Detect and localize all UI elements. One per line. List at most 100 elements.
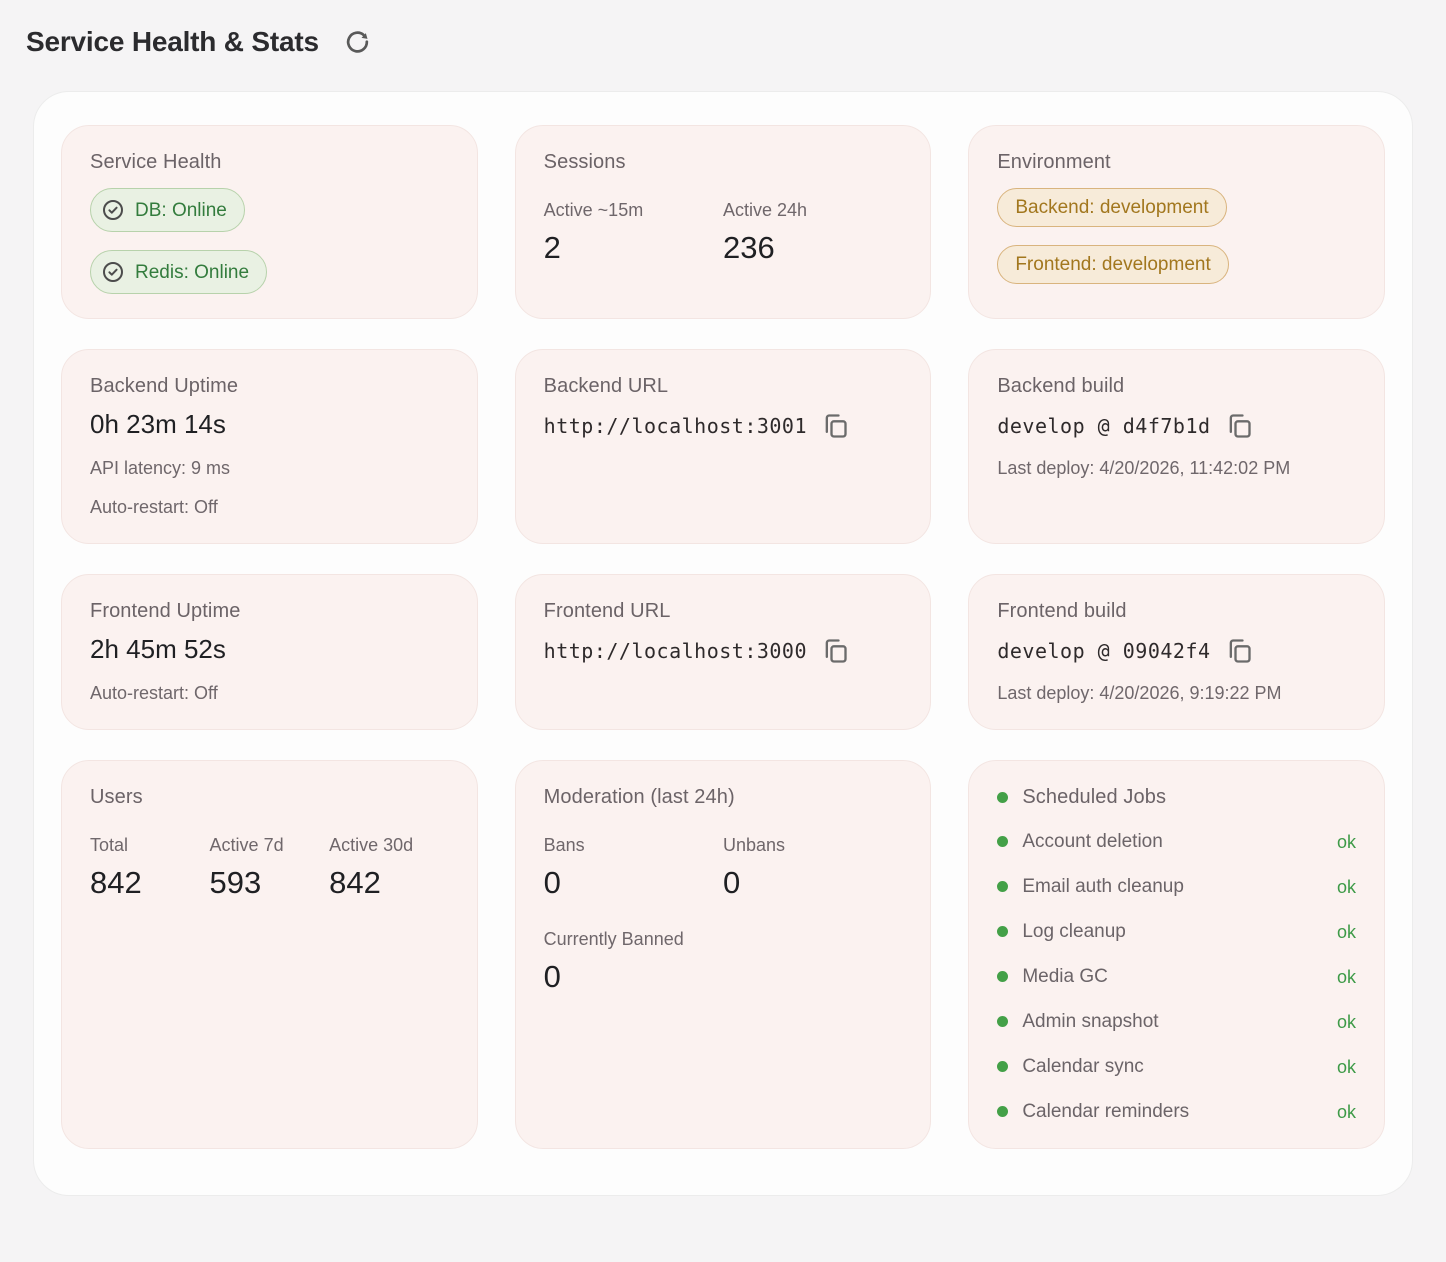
check-circle-icon [103,262,123,282]
copy-backend-url-button[interactable] [821,412,849,440]
job-row-account-deletion: Account deletion ok [997,830,1356,854]
job-label: Calendar reminders [1022,1100,1190,1122]
stats-panel: Service Health DB: Online [33,91,1413,1196]
scheduled-jobs-title: Scheduled Jobs [1022,785,1167,808]
frontend-uptime-value: 2h 45m 52s [90,634,226,665]
frontend-env-badge: Frontend: development [997,245,1229,284]
frontend-url-value: http://localhost:3000 [543,639,808,664]
stat-value: 2 [543,230,561,265]
stat-value: 236 [722,230,775,265]
moderation-bans-stat: Bans 0 [544,835,723,900]
sessions-active-24h-stat: Active 24h 236 [723,200,902,265]
backend-env-label: Backend: development [1015,197,1209,218]
users-active-30d-stat: Active 30d 842 [329,835,449,900]
service-health-title: Service Health [90,151,222,173]
sessions-stats: Active ~15m 2 Active 24h 236 [544,200,903,265]
backend-uptime-value: 0h 23m 14s [90,409,226,439]
job-status: ok [1336,921,1356,942]
job-status: ok [1336,1101,1356,1122]
cards-grid: Service Health DB: Online [61,125,1385,1149]
job-status: ok [1336,876,1356,897]
frontend-url-title: Frontend URL [543,600,671,623]
status-dot-icon [997,971,1009,983]
copy-icon [825,414,847,438]
status-dot-icon [997,1106,1009,1118]
stat-label: Unbans [722,834,786,855]
status-dot-icon [997,791,1009,803]
frontend-build-title: Frontend build [997,600,1127,623]
job-row-log-cleanup: Log cleanup ok [997,920,1356,944]
page-header: Service Health & Stats [26,24,1420,58]
backend-build-card: Backend build develop @ d4f7b1d Last dep… [968,349,1385,545]
status-dot-icon [997,1016,1009,1028]
moderation-stats: Bans 0 Unbans 0 [544,835,903,900]
status-dot-icon [997,1061,1009,1073]
job-label: Account deletion [1022,830,1163,852]
stat-value: 842 [329,864,381,900]
backend-url-value: http://localhost:3001 [543,414,808,438]
db-status-label: DB: Online [135,199,227,221]
copy-icon [1229,639,1251,663]
job-label: Calendar sync [1022,1055,1144,1077]
users-title: Users [90,785,143,808]
service-health-page: Service Health & Stats Service Health [26,24,1420,1196]
job-row-email-auth-cleanup: Email auth cleanup ok [997,875,1356,899]
check-circle-icon [103,200,123,220]
job-row-media-gc: Media GC ok [997,965,1356,989]
job-status: ok [1336,1011,1356,1032]
status-dot-icon [997,881,1009,893]
refresh-icon [347,30,369,53]
stat-label: Active 7d [209,834,284,855]
job-row-calendar-reminders: Calendar reminders ok [997,1100,1356,1124]
copy-icon [1229,414,1251,438]
backend-api-latency: API latency: 9 ms [90,457,231,478]
frontend-uptime-title: Frontend Uptime [90,600,241,623]
frontend-build-value: develop @ 09042f4 [997,639,1211,664]
job-label: Log cleanup [1022,920,1126,942]
backend-url-title: Backend URL [543,375,669,397]
backend-build-row: develop @ d4f7b1d [997,412,1356,440]
backend-uptime-card: Backend Uptime 0h 23m 14s API latency: 9… [61,349,478,545]
backend-last-deploy: Last deploy: 4/20/2026, 11:42:02 PM [997,458,1291,478]
sessions-active-15m-stat: Active ~15m 2 [544,200,723,265]
frontend-url-card: Frontend URL http://localhost:3000 [514,574,932,730]
frontend-env-label: Frontend: development [1015,254,1211,275]
backend-uptime-title: Backend Uptime [90,375,239,397]
scheduled-jobs-card: Scheduled Jobs Account deletion ok Email… [968,759,1385,1149]
stat-label: Bans [543,834,585,855]
backend-url-card: Backend URL http://localhost:3001 [514,349,932,545]
copy-frontend-url-button[interactable] [821,637,849,665]
moderation-card: Moderation (last 24h) Bans 0 Unbans 0 Cu… [514,759,932,1149]
users-stats: Total 842 Active 7d 593 Active 30d 842 [90,835,449,900]
job-label: Email auth cleanup [1022,875,1184,897]
environment-card: Environment Backend: development Fronten… [968,125,1385,319]
job-label: Media GC [1022,965,1108,987]
redis-status-badge: Redis: Online [90,250,268,294]
frontend-url-row: http://localhost:3000 [544,637,903,665]
stat-value: 0 [543,864,561,900]
backend-build-title: Backend build [997,375,1125,397]
job-status: ok [1336,966,1356,987]
stat-label: Total [90,834,129,855]
stat-label: Active 24h [722,200,808,220]
sessions-card: Sessions Active ~15m 2 Active 24h 236 [514,125,932,319]
copy-frontend-build-button[interactable] [1225,637,1253,665]
environment-badges: Backend: development Frontend: developme… [997,188,1356,284]
job-row-calendar-sync: Calendar sync ok [997,1055,1356,1079]
copy-backend-build-button[interactable] [1225,412,1253,440]
db-status-badge: DB: Online [90,188,245,232]
stat-value: 842 [90,864,142,900]
scheduled-jobs-header: Scheduled Jobs [997,786,1356,809]
stat-value: 593 [209,864,262,900]
backend-build-value: develop @ d4f7b1d [997,414,1211,438]
refresh-button[interactable] [343,27,373,57]
sessions-title: Sessions [543,151,626,173]
job-status: ok [1336,1056,1356,1077]
frontend-build-card: Frontend build develop @ 09042f4 Last de… [968,574,1385,730]
status-dot-icon [997,926,1009,938]
job-row-admin-snapshot: Admin snapshot ok [997,1010,1356,1034]
moderation-currently-banned-stat: Currently Banned 0 [544,929,903,994]
backend-url-row: http://localhost:3001 [544,412,903,440]
status-dot-icon [997,836,1009,848]
frontend-uptime-card: Frontend Uptime 2h 45m 52s Auto-restart:… [61,574,478,730]
